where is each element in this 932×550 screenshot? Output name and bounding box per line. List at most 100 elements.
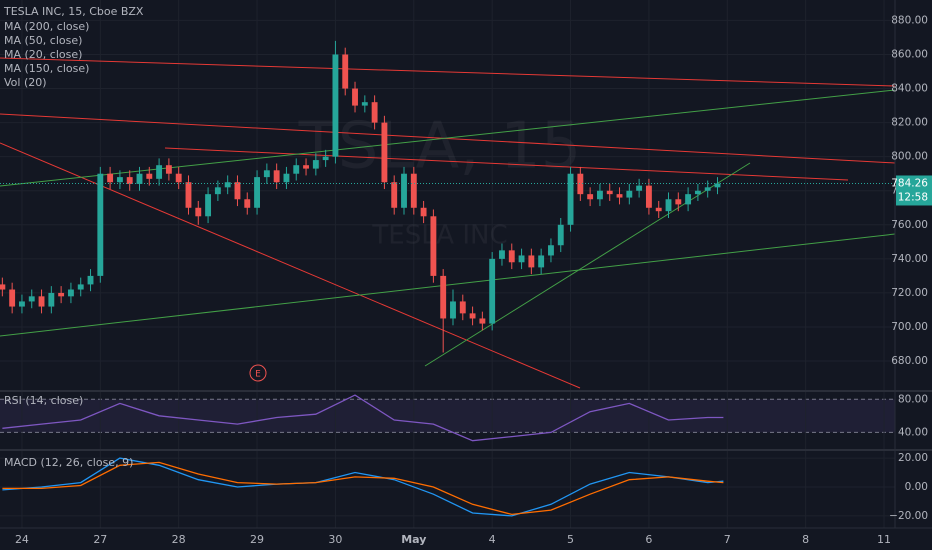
candle-body [361,102,368,106]
candle-body [499,250,505,259]
candle-body [479,318,486,324]
trend-line [164,147,849,181]
candle-body [420,207,427,217]
candle-body [214,187,221,195]
x-tick-label: 24 [15,533,29,546]
candle-body [254,177,260,208]
candle-body [557,224,564,246]
candle-body [244,199,251,208]
candle-body [518,255,525,263]
legend: MA (200, close)MA (50, close)MA (20, clo… [4,20,89,89]
axes: 880.00860.00840.00820.00800.00780.00760.… [15,14,932,546]
candle-body [146,173,153,179]
candle-body [273,170,280,183]
candle-body [342,54,349,89]
candle-body [28,296,35,302]
pane-separator [0,449,932,451]
candle-body [87,275,94,285]
candle-body [675,199,682,205]
grid [0,0,895,528]
candle-body [567,173,574,225]
candle-body [450,301,456,319]
y-tick-label: 700.00 [891,321,928,333]
y-tick-label: 20.00 [898,452,928,464]
trend-line [0,57,896,87]
candle-body [665,199,672,212]
candle-body [616,194,623,198]
y-tick-label: 880.00 [891,14,928,26]
candle-body [606,190,613,195]
candle-body [694,190,701,195]
candle-body [459,301,466,314]
candle-body [48,292,55,307]
indicator-line [2,457,724,517]
candle-body [528,255,535,268]
candle-body [626,190,633,198]
chart-title: TESLA INC, 15, Cboe BZX [3,5,144,18]
indicator-label: MA (20, close) [4,48,82,61]
candle-body [126,177,133,184]
rsi-band [0,399,895,433]
countdown: 12:58 [898,191,928,203]
y-tick-label: 820.00 [891,117,928,129]
candle-body [165,165,172,174]
indicator-label: Vol (20) [4,76,47,89]
trend-line [0,233,896,337]
x-tick-label: 29 [250,533,264,546]
x-tick-label: 27 [93,533,107,546]
candle-body [234,182,241,200]
x-tick-label: 8 [802,533,809,546]
candle-body [381,122,388,183]
x-tick-label: 6 [645,533,652,546]
y-tick-label: 680.00 [891,355,928,367]
candle-body [9,289,16,307]
candle-body [0,284,6,290]
candle-body [312,160,319,169]
candle-body [538,255,545,268]
candle-body [714,183,721,188]
x-tick-label: May [401,533,426,546]
y-tick-label: 80.00 [898,393,928,405]
candle-body [401,173,407,208]
marks [0,40,895,517]
y-tick-label: 800.00 [891,151,928,163]
candle-body [548,245,554,256]
last-price-box [896,175,932,206]
candle-body [391,182,398,208]
y-tick-label: 720.00 [891,287,928,299]
candle-body [352,88,358,106]
indicator-label: MA (50, close) [4,34,82,47]
candle-body [136,173,143,184]
candle-body [596,190,603,200]
watermark: TSLA, 15 [298,110,582,184]
candle-body [655,207,662,212]
candle-body [508,250,515,263]
candle-body [175,173,182,183]
indicator-label: MA (150, close) [4,62,89,75]
candle-body [283,173,290,183]
candle-body [195,207,202,217]
candle-body [97,173,104,276]
y-tick-label: 840.00 [891,83,928,95]
watermark-name: TESLA INC [371,221,507,251]
y-tick-label: 40.00 [898,426,928,438]
x-tick-label: 30 [328,533,342,546]
candle-body [430,216,437,276]
macd-title: MACD (12, 26, close, 9) [4,456,133,469]
candle-body [224,182,231,188]
candle-body [636,185,643,191]
pane-separator [0,390,932,392]
rsi-title: RSI (14, close) [4,394,83,407]
candle-body [704,187,711,191]
earnings-icon[interactable] [249,364,267,382]
candle-body [116,177,123,183]
x-tick-label: 28 [172,533,186,546]
candle-body [469,313,476,319]
candle-body [185,182,192,208]
x-tick-label: 4 [489,533,496,546]
candle-body [587,194,594,200]
candle-body [19,301,25,307]
candle-body [205,194,212,217]
y-tick-label: −20.00 [889,510,928,522]
